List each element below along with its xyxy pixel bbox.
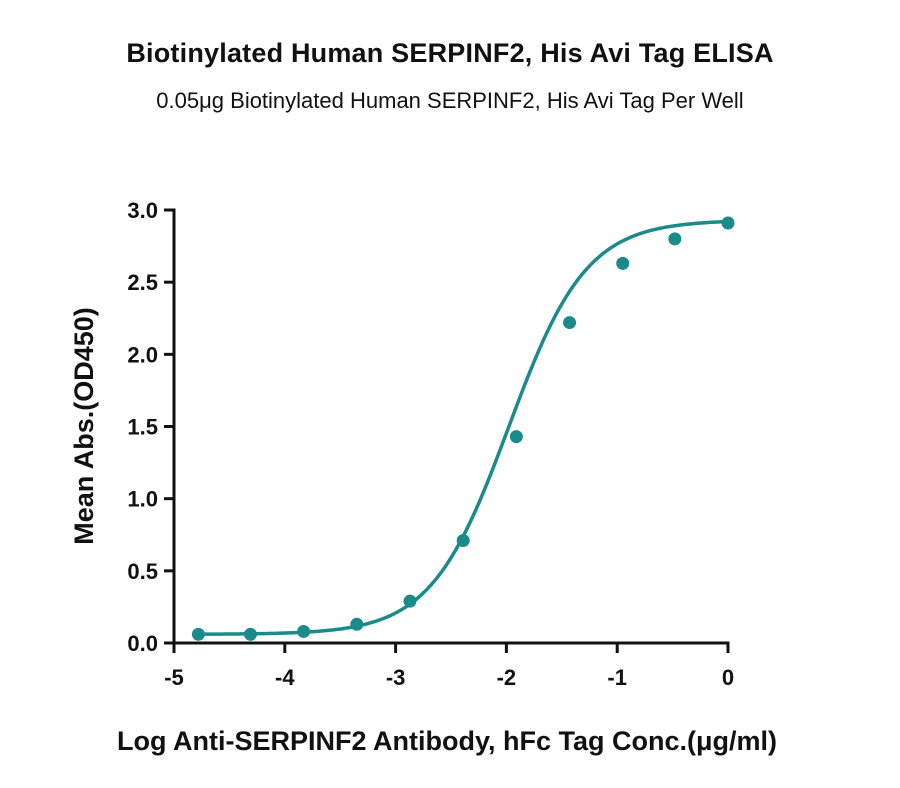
data-point <box>297 624 311 638</box>
data-point <box>509 430 523 444</box>
y-tick-label: 1.0 <box>127 487 158 512</box>
data-point <box>616 256 630 270</box>
fit-curve <box>198 219 729 636</box>
fit-curve-layer <box>198 219 729 636</box>
data-points-layer <box>191 216 735 641</box>
data-point <box>350 617 364 631</box>
y-tick-label: 1.5 <box>127 415 158 440</box>
x-tick-label: -4 <box>275 665 295 690</box>
y-tick-label: 0.0 <box>127 631 158 656</box>
chart-title: Biotinylated Human SERPINF2, His Avi Tag… <box>126 38 774 68</box>
data-point <box>563 316 577 330</box>
y-tick-label: 3.0 <box>127 198 158 223</box>
axis-labels-layer: Log Anti-SERPINF2 Antibody, hFc Tag Conc… <box>69 307 777 756</box>
y-tick-label: 0.5 <box>127 559 158 584</box>
data-point <box>668 232 682 246</box>
x-tick-label: -2 <box>497 665 517 690</box>
data-point <box>243 627 257 641</box>
x-tick-label: -1 <box>607 665 627 690</box>
data-point <box>403 594 417 608</box>
x-tick-label: 0 <box>722 665 734 690</box>
x-tick-label: -5 <box>164 665 184 690</box>
axes: 0.0 0.5 1.0 1.5 2.0 2.5 3.0 -5 -4 -3 -2 -1 0 <box>127 198 734 690</box>
x-axis-title: Log Anti-SERPINF2 Antibody, hFc Tag Conc… <box>117 726 777 756</box>
y-tick-label: 2.5 <box>127 270 158 295</box>
data-point <box>456 534 470 548</box>
x-tick-label: -3 <box>386 665 406 690</box>
data-point <box>721 216 735 230</box>
y-tick-label: 2.0 <box>127 342 158 367</box>
y-axis-title: Mean Abs.(OD450) <box>69 307 99 545</box>
chart-subtitle: 0.05μg Biotinylated Human SERPINF2, His … <box>156 88 744 113</box>
data-point <box>191 627 205 641</box>
